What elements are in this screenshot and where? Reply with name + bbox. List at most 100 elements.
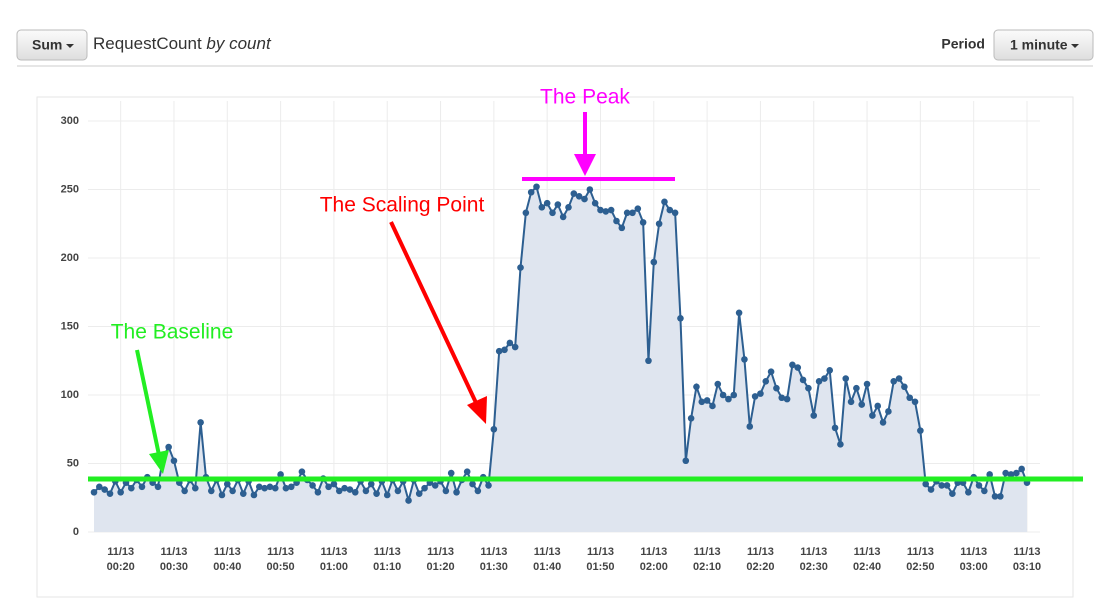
- point: [922, 480, 930, 488]
- y-tick-label: 250: [61, 183, 79, 195]
- point: [895, 375, 903, 382]
- point: [575, 193, 583, 200]
- point: [917, 427, 924, 434]
- point: [746, 423, 754, 430]
- point: [911, 398, 919, 406]
- point: [581, 195, 588, 203]
- point: [639, 219, 647, 226]
- point: [239, 490, 247, 497]
- point: [810, 412, 818, 419]
- point: [255, 483, 263, 491]
- point: [474, 487, 482, 495]
- point: [373, 490, 380, 497]
- stat-button[interactable]: [16, 29, 88, 61]
- point: [629, 209, 636, 217]
- point: [101, 486, 108, 493]
- point: [821, 375, 828, 382]
- point: [661, 198, 668, 206]
- point: [362, 487, 370, 495]
- point: [805, 384, 812, 392]
- point: [789, 361, 796, 369]
- point: [815, 378, 823, 385]
- point: [490, 425, 498, 433]
- point: [250, 491, 258, 499]
- period-label: Period: [941, 36, 985, 52]
- x-tick-label: 11/13 01:20: [426, 546, 454, 573]
- point: [869, 412, 876, 419]
- point: [549, 209, 556, 217]
- point: [597, 206, 604, 214]
- point: [298, 468, 306, 476]
- point: [223, 480, 231, 488]
- point: [645, 357, 652, 365]
- point: [725, 395, 732, 403]
- x-tick-label: 11/13 01:50: [586, 546, 614, 573]
- point: [778, 394, 786, 402]
- point: [693, 383, 700, 391]
- point: [949, 490, 956, 497]
- arrowhead: [574, 154, 596, 176]
- metric-title: RequestCount by count: [93, 34, 272, 53]
- point: [346, 486, 354, 493]
- point: [421, 484, 428, 492]
- point: [885, 408, 892, 415]
- point: [997, 493, 1004, 500]
- point: [906, 394, 914, 402]
- point: [405, 497, 412, 504]
- point: [757, 390, 764, 397]
- point: [415, 490, 423, 497]
- point: [522, 209, 530, 217]
- point: [863, 380, 871, 388]
- point: [128, 484, 135, 492]
- point: [927, 486, 935, 493]
- point: [703, 397, 711, 404]
- y-tick-label: 300: [61, 115, 79, 127]
- point: [96, 483, 103, 491]
- point: [447, 469, 455, 477]
- point: [314, 488, 322, 496]
- point: [687, 414, 695, 422]
- point: [154, 483, 162, 491]
- point: [741, 356, 748, 363]
- period-value: 1 minute: [1010, 37, 1068, 53]
- point: [671, 209, 679, 217]
- point: [442, 487, 450, 495]
- x-tick-label: 11/13 00:40: [213, 546, 241, 573]
- point: [570, 190, 578, 197]
- point: [986, 471, 993, 478]
- caret: [66, 44, 74, 48]
- x-tick-label: 11/13 00:30: [160, 546, 188, 573]
- point: [677, 314, 684, 322]
- point: [271, 484, 279, 492]
- point: [90, 488, 98, 496]
- area: [94, 186, 1027, 532]
- point: [874, 402, 882, 410]
- point: [773, 384, 780, 392]
- point: [858, 401, 866, 408]
- point: [261, 484, 268, 492]
- point: [762, 378, 770, 385]
- arrowhead: [149, 450, 169, 474]
- point: [783, 395, 791, 403]
- point: [709, 402, 716, 410]
- point: [618, 224, 626, 232]
- baseline-arrow: [135, 349, 161, 456]
- point: [309, 482, 316, 489]
- point: [655, 220, 663, 228]
- y-tick-label: 150: [61, 320, 79, 332]
- point: [197, 419, 204, 426]
- y-tick-label: 200: [61, 252, 79, 264]
- x-tick-label: 11/13 01:40: [533, 546, 561, 573]
- y-tick-label: 50: [67, 457, 79, 469]
- point: [335, 487, 343, 495]
- point: [383, 491, 391, 499]
- period-button[interactable]: [993, 29, 1094, 61]
- point: [106, 490, 114, 497]
- point: [965, 488, 972, 496]
- point: [591, 199, 599, 207]
- point: [341, 484, 348, 492]
- point: [1013, 469, 1020, 477]
- point: [431, 482, 439, 489]
- point: [191, 484, 199, 492]
